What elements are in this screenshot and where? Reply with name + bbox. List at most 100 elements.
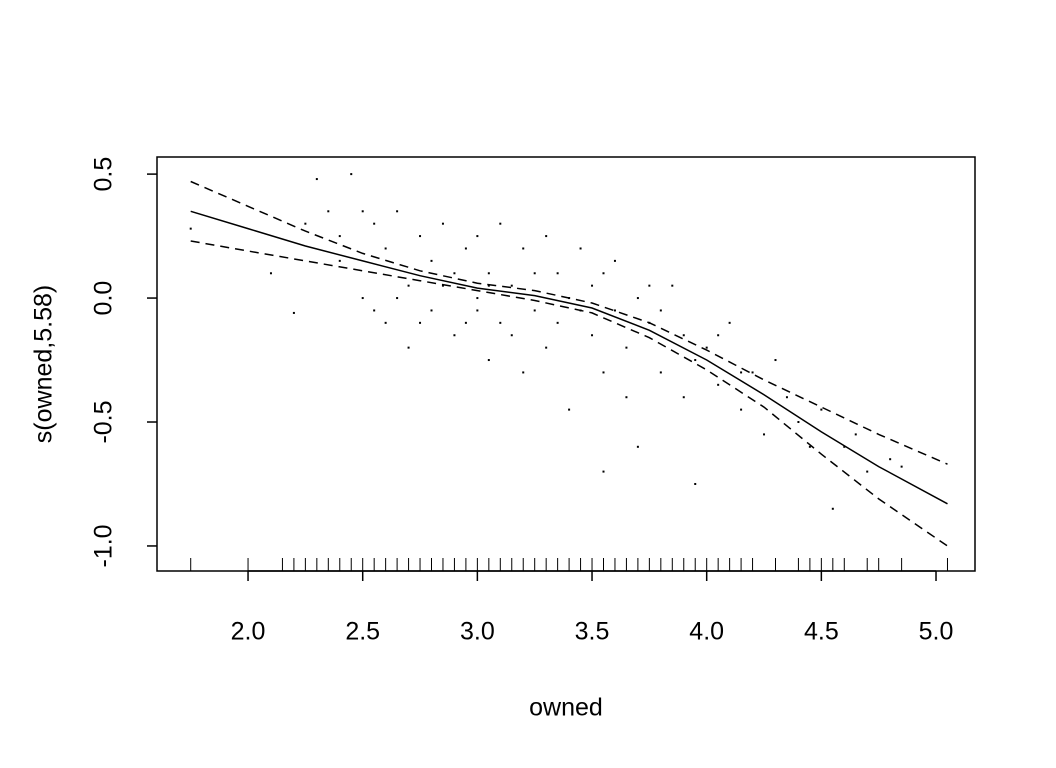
x-tick-label: 5.0 [919,618,954,646]
residual-point [591,334,594,337]
residual-point [717,334,720,337]
smooth-line [190,240,948,547]
residual-point [361,297,364,300]
residual-point [820,408,823,411]
residual-point [774,359,777,362]
residual-point [717,383,720,386]
plot-box [156,156,976,572]
residual-point [831,507,834,510]
residual-point [499,321,502,324]
x-axis-label: owned [529,694,603,722]
residual-point [441,284,444,287]
smooth-line [190,180,948,465]
residual-point [613,259,616,262]
residual-point [476,297,479,300]
residual-point [728,321,731,324]
residual-point [487,272,490,275]
residual-point [682,334,685,337]
residual-point [705,346,708,349]
residual-point [740,371,743,374]
residual-point [636,297,639,300]
residual-point [327,210,330,213]
residual-point [843,445,846,448]
residual-point [591,284,594,287]
residual-point [189,227,192,230]
residual-point [338,235,341,238]
x-tick-label: 3.5 [575,618,610,646]
residual-point [625,396,628,399]
residual-point [292,311,295,314]
y-tick-label: 0.5 [90,157,118,192]
residual-point [854,433,857,436]
residual-point [694,359,697,362]
residual-point [373,309,376,312]
residual-point [763,433,766,436]
x-tick-label: 3.0 [460,618,495,646]
residual-point [625,346,628,349]
residual-point [315,178,318,181]
residual-point [602,371,605,374]
residual-point [613,309,616,312]
residual-point [487,359,490,362]
x-tick-label: 2.0 [231,618,266,646]
residual-point [430,309,433,312]
residual-point [568,408,571,411]
residual-point [545,235,548,238]
y-tick-label: 0.0 [90,281,118,316]
residual-point [430,259,433,262]
x-tick-label: 4.5 [804,618,839,646]
residual-point [533,309,536,312]
residual-point [304,222,307,225]
residual-point [522,371,525,374]
residual-point [338,259,341,262]
residual-point [396,210,399,213]
residual-point [476,235,479,238]
residual-point [510,284,513,287]
residual-point [487,284,490,287]
residual-point [545,346,548,349]
residual-point [636,445,639,448]
residual-point [785,396,788,399]
residual-point [419,321,422,324]
residual-point [602,470,605,473]
residual-point [671,284,674,287]
residual-point [751,371,754,374]
residual-point [453,272,456,275]
residual-point [453,334,456,337]
y-tick-label: -0.5 [90,400,118,443]
residual-point [361,210,364,213]
residual-point [419,235,422,238]
residual-point [556,272,559,275]
residual-point [464,321,467,324]
residual-point [441,222,444,225]
residual-point [373,222,376,225]
residual-point [269,272,272,275]
residual-point [866,470,869,473]
x-tick-label: 4.0 [689,618,724,646]
residual-point [396,297,399,300]
residual-point [602,272,605,275]
residual-point [556,321,559,324]
residual-point [407,284,410,287]
smooth-line [190,210,948,505]
residual-point [533,272,536,275]
y-tick-label: -1.0 [90,524,118,567]
x-tick-label: 2.5 [345,618,380,646]
residual-point [797,421,800,424]
residual-point [407,346,410,349]
residual-point [740,408,743,411]
residual-point [659,371,662,374]
residual-point [808,445,811,448]
residual-point [648,284,651,287]
residual-point [350,173,353,176]
residual-point [510,334,513,337]
residual-point [384,247,387,250]
residual-point [464,247,467,250]
residual-point [889,458,892,461]
residual-point [659,309,662,312]
residual-point [384,321,387,324]
residual-point [900,465,903,468]
residual-point [499,222,502,225]
y-axis-label: s(owned,5.58) [30,285,58,443]
